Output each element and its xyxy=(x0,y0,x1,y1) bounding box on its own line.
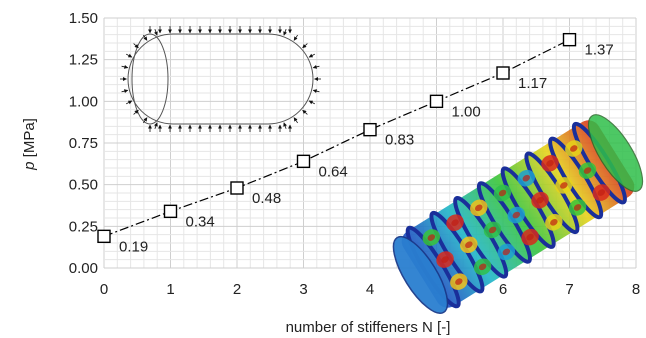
fe-lobe-core xyxy=(546,160,554,167)
pressure-arrow xyxy=(283,122,288,129)
fe-model-inset xyxy=(392,114,644,314)
fe-lobe-core xyxy=(526,233,534,241)
fe-lobe-core xyxy=(498,189,507,197)
x-tick-label: 4 xyxy=(366,281,374,298)
data-point xyxy=(496,66,510,80)
pressure-arrow xyxy=(126,100,133,105)
data-label: 0.34 xyxy=(186,213,215,230)
pressure-arrow xyxy=(293,34,298,41)
pressure-arrow xyxy=(133,109,139,115)
data-label: 0.48 xyxy=(252,190,281,207)
pressure-arrow xyxy=(143,34,148,41)
pressure-arrow xyxy=(283,29,288,36)
fe-lobe-core xyxy=(560,182,568,189)
y-tick-label: 0.00 xyxy=(69,260,98,277)
data-point xyxy=(562,32,577,47)
fe-lobe-core xyxy=(583,167,592,174)
data-point xyxy=(97,229,111,244)
pressure-arrow xyxy=(153,29,158,36)
ellipse-half-right xyxy=(149,33,169,125)
data-labels: 0.19 0.34 0.48 0.64 0.83 1.00 1.17 1.37 xyxy=(119,42,614,256)
x-tick-label: 0 xyxy=(100,281,108,298)
fe-lobe-core xyxy=(502,248,511,256)
x-tick-label: 8 xyxy=(632,281,640,298)
data-label: 0.83 xyxy=(385,132,414,149)
y-axis-title-unit: [MPa] xyxy=(21,118,38,161)
y-tick-label: 0.50 xyxy=(69,177,98,194)
fe-buckling-lobes xyxy=(422,140,611,290)
x-axis: 012345678 xyxy=(100,281,640,298)
pressure-arrow xyxy=(133,43,139,49)
x-tick-label: 6 xyxy=(499,281,507,298)
fe-lobe-core xyxy=(597,189,606,196)
series-markers xyxy=(97,32,577,244)
pressure-arrow xyxy=(121,89,129,94)
fe-lobe-core xyxy=(512,211,521,219)
fe-open-end xyxy=(392,235,449,314)
fe-lobe-core xyxy=(573,204,582,211)
data-label: 0.64 xyxy=(319,163,348,180)
data-point xyxy=(296,154,311,169)
fe-lobe-core xyxy=(550,218,558,226)
fe-closed-end xyxy=(587,114,644,192)
fe-lobe-core xyxy=(427,234,436,241)
data-label: 1.37 xyxy=(585,42,614,59)
pressure-arrow xyxy=(293,117,298,124)
pressure-arrow xyxy=(302,43,308,49)
pressure-arrow xyxy=(302,109,308,115)
pressure-arrow xyxy=(153,122,158,129)
data-point xyxy=(230,181,244,195)
pressure-arrow xyxy=(312,89,320,94)
pressure-arrow xyxy=(308,53,315,58)
x-axis-title: number of stiffeners N [-] xyxy=(286,319,451,336)
data-label: 1.17 xyxy=(518,75,547,92)
pressure-arrow xyxy=(312,64,320,69)
fe-lobe-core xyxy=(441,256,449,263)
data-label: 1.00 xyxy=(452,103,481,120)
fe-lobe-core xyxy=(475,204,483,212)
x-tick-label: 2 xyxy=(233,281,241,298)
fe-lobe-core xyxy=(455,278,463,285)
data-point xyxy=(163,204,178,219)
y-tick-label: 1.00 xyxy=(69,93,98,110)
fe-lobe-core xyxy=(522,174,531,182)
data-point xyxy=(363,122,377,137)
cross-section-inset xyxy=(120,26,321,132)
y-axis: 0.00 0.25 0.50 0.75 1.00 1.25 1.50 xyxy=(69,10,98,277)
x-tick-label: 7 xyxy=(565,281,573,298)
y-tick-label: 1.50 xyxy=(69,10,98,27)
y-tick-label: 1.25 xyxy=(69,52,98,69)
x-tick-label: 1 xyxy=(166,281,174,298)
data-label: 0.19 xyxy=(119,238,148,255)
pressure-arrow xyxy=(121,64,129,69)
y-tick-label: 0.75 xyxy=(69,135,98,152)
fe-lobe-core xyxy=(465,241,473,249)
pressure-arrows xyxy=(120,26,321,132)
y-axis-title: p [MPa] xyxy=(21,118,38,171)
fe-lobe-core xyxy=(570,145,578,152)
fe-lobe-core xyxy=(536,196,544,204)
pressure-arrow xyxy=(126,53,133,58)
pressure-arrow xyxy=(308,100,315,105)
ellipse-half-left xyxy=(131,33,151,125)
fe-lobe-core xyxy=(451,219,459,226)
data-point xyxy=(429,94,444,109)
pressure-arrow xyxy=(143,117,148,124)
y-axis-title-symbol: p xyxy=(21,162,38,171)
y-tick-label: 0.25 xyxy=(69,218,98,235)
fe-lobe-core xyxy=(488,226,497,234)
fe-lobe-core xyxy=(478,263,487,271)
x-tick-label: 3 xyxy=(299,281,307,298)
